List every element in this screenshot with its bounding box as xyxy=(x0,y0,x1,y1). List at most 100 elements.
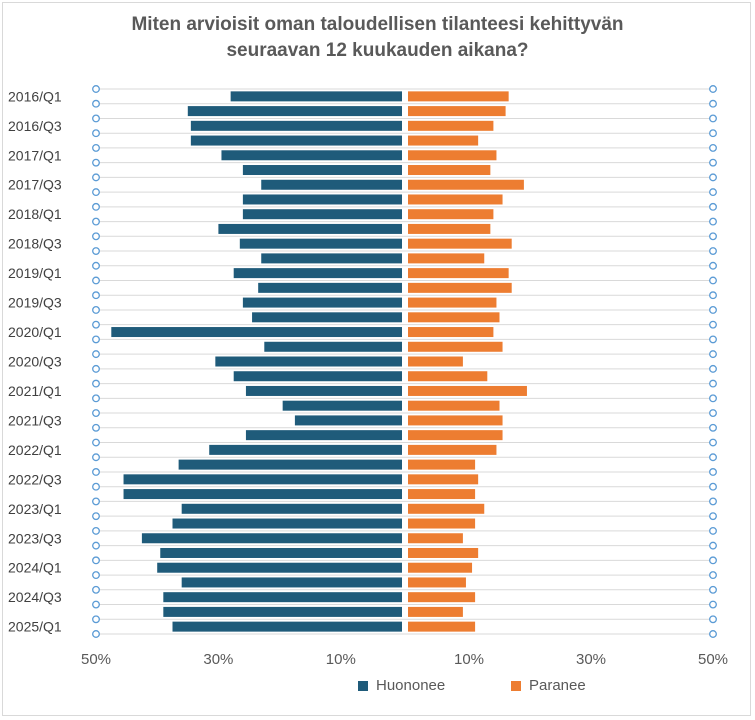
bar-huononee xyxy=(242,297,402,308)
bar-huononee xyxy=(181,503,402,514)
bar-paranee xyxy=(408,621,476,632)
gridline-marker-left xyxy=(92,305,100,314)
gridline-marker-right xyxy=(709,350,717,359)
bar-paranee xyxy=(408,91,509,102)
bar-huononee xyxy=(187,106,402,117)
gridline-marker-left xyxy=(92,188,100,197)
gridline-marker-left xyxy=(92,630,100,638)
gridline-marker-left xyxy=(92,320,100,329)
chart-title-line-2: seuraavan 12 kuukauden aikana? xyxy=(226,40,529,61)
gridline-marker-left xyxy=(92,409,100,418)
legend: Huononee Paranee xyxy=(0,677,755,699)
gridline-marker-right xyxy=(709,85,717,93)
gridline-marker-left xyxy=(92,556,100,565)
bar-paranee xyxy=(408,341,503,352)
x-tick-label: 10% xyxy=(454,651,484,668)
bar-paranee xyxy=(408,562,473,573)
bar-huononee xyxy=(160,547,402,558)
bar-paranee xyxy=(408,430,503,441)
gridline-marker-right xyxy=(709,276,717,285)
gridline-marker-right xyxy=(709,232,717,241)
gridline-marker-left xyxy=(92,394,100,403)
bar-paranee xyxy=(408,120,494,131)
bar-paranee xyxy=(408,194,503,205)
bar-paranee xyxy=(408,165,491,176)
gridline-marker-left xyxy=(92,585,100,594)
gridline-marker-right xyxy=(709,438,717,447)
gridline-marker-right xyxy=(709,526,717,535)
bar-huononee xyxy=(258,282,402,293)
bar-paranee xyxy=(408,474,479,485)
bar-huononee xyxy=(181,577,402,588)
bar-paranee xyxy=(408,415,503,426)
gridline-marker-right xyxy=(709,512,717,521)
bar-huononee xyxy=(261,253,402,264)
bar-huononee xyxy=(172,518,402,529)
bar-paranee xyxy=(408,489,476,500)
gridline-marker-left xyxy=(92,114,100,123)
y-tick-label: 2024/Q3 xyxy=(8,589,62,605)
gridline-marker-right xyxy=(709,615,717,624)
gridline-marker-right xyxy=(709,482,717,491)
gridline-marker-left xyxy=(92,158,100,167)
y-tick-label: 2019/Q3 xyxy=(8,295,62,311)
bar-huononee xyxy=(230,91,402,102)
y-tick-label: 2020/Q1 xyxy=(8,324,62,340)
bar-huononee xyxy=(172,621,402,632)
gridline-marker-left xyxy=(92,232,100,241)
gridline-marker-right xyxy=(709,247,717,255)
gridline-marker-right xyxy=(709,379,717,388)
y-tick-label: 2023/Q3 xyxy=(8,530,62,546)
gridline-marker-right xyxy=(709,394,717,403)
legend-item-huononee: Huononee xyxy=(358,677,445,694)
legend-label-huononee: Huononee xyxy=(376,677,446,694)
y-tick-label: 2016/Q1 xyxy=(8,88,62,104)
gridline-marker-right xyxy=(709,188,717,197)
legend-item-paranee: Paranee xyxy=(511,677,586,694)
gridline-marker-left xyxy=(92,261,100,270)
legend-swatch-huononee xyxy=(358,680,368,691)
bar-paranee xyxy=(408,371,488,382)
bar-paranee xyxy=(408,592,476,603)
bar-huononee xyxy=(252,312,402,323)
x-tick-label: 50% xyxy=(698,651,728,668)
bar-huononee xyxy=(215,356,402,367)
gridline-marker-right xyxy=(709,202,717,211)
bar-huononee xyxy=(233,268,402,279)
bar-paranee xyxy=(408,312,500,323)
gridline-marker-left xyxy=(92,247,100,255)
gridline-marker-left xyxy=(92,600,100,609)
chart-title: Miten arvioisit oman taloudellisen tilan… xyxy=(0,12,755,64)
bar-paranee xyxy=(408,327,494,338)
gridline-marker-right xyxy=(709,143,717,152)
y-tick-label: 2022/Q1 xyxy=(8,442,62,458)
legend-label-paranee: Paranee xyxy=(529,677,586,694)
bar-huononee xyxy=(190,120,402,131)
gridline-marker-left xyxy=(92,512,100,521)
bar-paranee xyxy=(408,150,497,161)
gridline-marker-right xyxy=(709,217,717,226)
gridline-marker-left xyxy=(92,143,100,152)
bar-huononee xyxy=(209,444,402,455)
bar-huononee xyxy=(282,400,402,411)
gridline-marker-left xyxy=(92,468,100,476)
bar-huononee xyxy=(178,459,402,470)
bar-huononee xyxy=(141,533,402,544)
gridline-marker-right xyxy=(709,630,717,638)
gridline-marker-right xyxy=(709,261,717,270)
bar-huononee xyxy=(163,592,402,603)
bar-huononee xyxy=(242,165,402,176)
gridline-marker-right xyxy=(709,158,717,167)
bar-huononee xyxy=(190,135,402,146)
gridline-marker-left xyxy=(92,438,100,447)
bar-paranee xyxy=(408,356,463,367)
gridline-marker-left xyxy=(92,335,100,344)
bar-paranee xyxy=(408,385,527,396)
gridline-marker-left xyxy=(92,571,100,580)
bar-paranee xyxy=(408,179,524,190)
bar-paranee xyxy=(408,238,512,249)
gridline-marker-right xyxy=(709,541,717,550)
y-tick-label: 2016/Q3 xyxy=(8,118,62,134)
gridline-marker-right xyxy=(709,585,717,594)
gridline-marker-left xyxy=(92,526,100,535)
